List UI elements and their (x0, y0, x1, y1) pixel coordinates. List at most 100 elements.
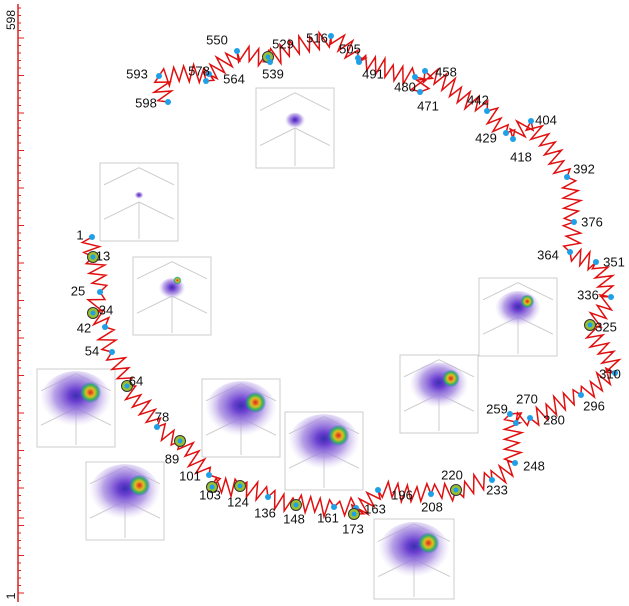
point-label: 376 (581, 214, 603, 229)
thumbnail (399, 354, 479, 434)
thumb-volume (378, 522, 450, 584)
point: 259 (486, 401, 513, 417)
point: 280 (527, 412, 565, 427)
point: 296 (578, 392, 605, 413)
point-marker (412, 74, 418, 80)
point-label: 13 (96, 248, 110, 263)
point-marker (489, 477, 495, 483)
point-marker (503, 130, 509, 136)
thumb-box (136, 261, 208, 333)
point: 124 (227, 480, 249, 509)
thumbnail (201, 378, 281, 458)
point: 404 (528, 112, 557, 127)
thumb-volume (494, 291, 542, 331)
point: 442 (467, 92, 490, 114)
point-label: 54 (85, 343, 99, 358)
point-marker (109, 349, 115, 355)
thumb-box (482, 282, 554, 354)
point: 208 (421, 491, 443, 514)
trajectory-line (80, 30, 622, 520)
point-marker (564, 174, 570, 180)
point-marker (293, 502, 299, 508)
point-label: 598 (135, 95, 157, 110)
point: 13 (87, 248, 110, 263)
point-marker (154, 424, 160, 430)
point-label: 480 (394, 79, 416, 94)
point: 598 (135, 95, 171, 110)
point-marker (165, 99, 171, 105)
point-label: 34 (99, 302, 113, 317)
point-label: 529 (272, 36, 294, 51)
point-label: 442 (467, 92, 489, 107)
thumbnail (85, 461, 165, 541)
thumbnail (36, 368, 116, 448)
thumbnails (36, 87, 558, 600)
thumbnail (284, 411, 364, 491)
thumb-volume (284, 112, 306, 131)
point-label: 136 (254, 505, 276, 520)
point-label: 42 (77, 320, 91, 335)
point-marker (206, 472, 212, 478)
point-marker (587, 322, 593, 328)
point-label: 89 (165, 451, 179, 466)
point: 578 (188, 63, 212, 78)
point-label: 593 (126, 66, 148, 81)
thumb-hotspot (79, 381, 102, 404)
point-label: 578 (188, 63, 210, 78)
point: 392 (564, 161, 595, 180)
point: 136 (254, 494, 276, 520)
point-marker (177, 438, 183, 444)
point: 173 (342, 508, 364, 536)
point-marker (206, 71, 212, 77)
point: 351 (593, 254, 625, 269)
point-marker (124, 383, 130, 389)
point-marker (203, 78, 209, 84)
point-marker (571, 219, 577, 225)
point-marker (237, 483, 243, 489)
point: 325 (584, 319, 617, 334)
point: 336 (577, 287, 614, 302)
point: 516 (306, 30, 334, 45)
point: 1 (76, 227, 95, 242)
point-label: 564 (223, 71, 245, 86)
point-label: 539 (262, 66, 284, 81)
point-label: 208 (421, 499, 443, 514)
point-label: 248 (523, 458, 545, 473)
point-label: 163 (364, 501, 386, 516)
point-marker (267, 59, 273, 65)
point: 270 (513, 391, 538, 426)
point-marker (453, 487, 459, 493)
point-marker (417, 89, 423, 95)
thumbnail (255, 87, 335, 169)
point-marker (351, 511, 357, 517)
thumb-volume (288, 414, 360, 476)
point-label: 429 (475, 130, 497, 145)
point: 103 (199, 481, 221, 502)
point: 34 (87, 302, 113, 319)
point: 550 (206, 32, 240, 54)
point-marker (567, 249, 573, 255)
thumb-hotspot (173, 276, 182, 285)
thumb-hotspot (520, 294, 535, 309)
point-marker (156, 73, 162, 79)
thumb-box (103, 167, 175, 239)
point: 458 (422, 64, 457, 79)
point-label: 351 (603, 254, 625, 269)
point-label: 336 (577, 287, 599, 302)
point: 196 (375, 487, 413, 502)
point-label: 64 (129, 373, 143, 388)
thumb-hotspot (128, 474, 151, 497)
point-label: 78 (155, 409, 169, 424)
point-label: 259 (486, 401, 508, 416)
point-label: 471 (417, 98, 439, 113)
point-label: 196 (391, 487, 413, 502)
thumbnail (132, 256, 212, 336)
point-label: 310 (599, 366, 621, 381)
thumb-hotspot (441, 369, 460, 388)
point-marker (90, 254, 96, 260)
point-label: 505 (339, 41, 361, 56)
thumb-volume (205, 381, 277, 443)
point-label: 491 (362, 66, 384, 81)
point: 480 (394, 74, 418, 94)
